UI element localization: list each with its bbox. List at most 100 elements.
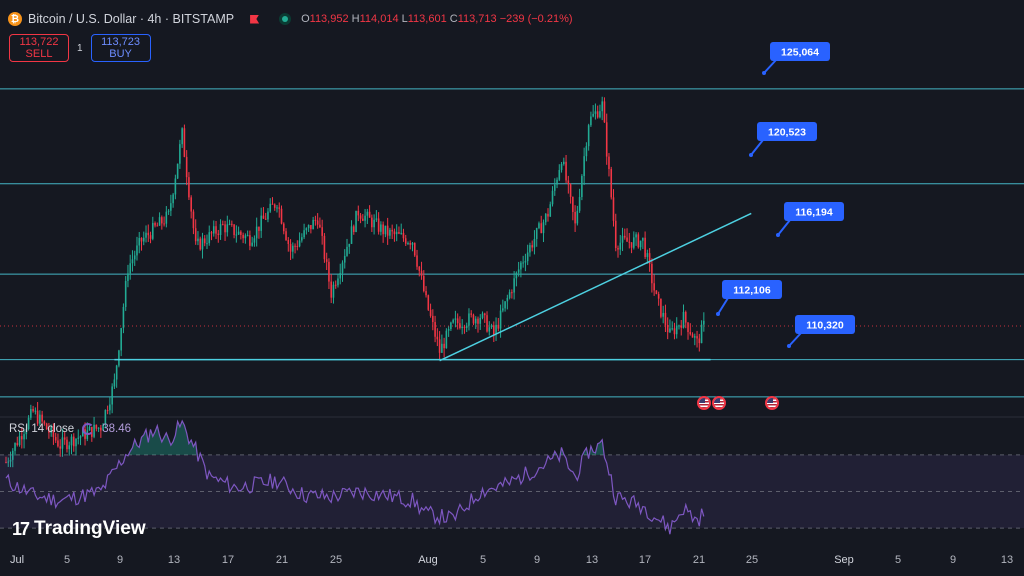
candle-body — [118, 350, 120, 366]
us-flag-icon[interactable] — [712, 396, 726, 410]
buy-button[interactable]: 113,723 BUY — [90, 34, 151, 62]
us-flag-icon[interactable] — [697, 396, 711, 410]
candle-body — [203, 238, 206, 244]
candle-body — [194, 228, 197, 242]
candle-body — [687, 322, 689, 333]
candle-body — [520, 262, 522, 270]
time-axis-tick: Aug — [418, 554, 438, 566]
candle-body — [585, 146, 588, 157]
candle-body — [289, 243, 292, 252]
candle-body — [610, 169, 613, 198]
candle-body — [282, 223, 285, 232]
candle-body — [581, 175, 583, 198]
candle-body — [375, 218, 378, 220]
candle-body — [490, 325, 493, 328]
candle-body — [352, 226, 355, 233]
candle-body — [398, 232, 400, 234]
candle-body — [540, 223, 543, 234]
candle-body — [294, 245, 296, 247]
candle-body — [373, 219, 375, 228]
candle-body — [163, 223, 165, 225]
candle-body — [443, 343, 445, 349]
flag-icon[interactable] — [250, 14, 260, 24]
candle-body — [576, 210, 579, 224]
candle-body — [79, 436, 82, 438]
candle-body — [280, 208, 283, 224]
candle-body — [497, 324, 500, 329]
candle-body — [508, 292, 511, 298]
candle-body — [553, 184, 556, 191]
candle-body — [538, 223, 540, 229]
candle-body — [310, 225, 312, 230]
candle-body — [48, 429, 50, 433]
candle-body — [556, 179, 558, 185]
candle-body — [133, 255, 136, 260]
sell-button[interactable]: 113,722 SELL — [9, 34, 69, 62]
candle-body — [127, 273, 129, 281]
candle-body — [535, 228, 538, 239]
time-axis-tick: 25 — [745, 554, 759, 566]
candle-body — [70, 436, 73, 446]
candle-body — [493, 325, 495, 335]
candle-body — [578, 197, 581, 211]
candle-body — [346, 246, 348, 256]
candle-body — [244, 235, 247, 239]
candle-body — [441, 343, 443, 353]
rsi-legend: RSI 14 close 38.46 — [9, 423, 131, 435]
rsi-label[interactable]: RSI 14 close — [9, 423, 75, 435]
candle-body — [517, 269, 520, 273]
us-flag-icon[interactable] — [765, 396, 779, 410]
candle-body — [312, 219, 314, 230]
candle-body — [276, 207, 278, 209]
candle-body — [617, 247, 619, 250]
candle-body — [25, 428, 28, 435]
candle-body — [59, 446, 61, 449]
time-axis-tick: 21 — [692, 554, 706, 566]
candle-body — [660, 298, 662, 317]
level-anchor-dot — [776, 233, 780, 237]
level-label-tail — [763, 59, 777, 74]
candle-body — [249, 235, 251, 246]
candle-body — [623, 235, 626, 238]
symbol-title[interactable]: Bitcoin / U.S. Dollar · 4h · BITSTAMP — [28, 12, 235, 26]
candle-body — [57, 440, 59, 447]
candle-body — [41, 414, 43, 422]
candle-body — [154, 223, 156, 226]
candle-body — [319, 224, 321, 228]
candle-body — [323, 235, 326, 260]
candle-body — [522, 262, 524, 264]
candle-body — [662, 312, 664, 317]
level-label-box — [722, 280, 782, 299]
candle-body — [669, 328, 671, 333]
candle-body — [651, 263, 653, 284]
candle-body — [470, 313, 473, 315]
candle-body — [278, 207, 281, 209]
candle-body — [264, 218, 267, 220]
candle-body — [237, 231, 240, 235]
candle-body — [418, 266, 421, 271]
candle-body — [212, 226, 215, 234]
candle-body — [9, 459, 12, 462]
candle-body — [226, 224, 229, 233]
candle-body — [7, 461, 10, 463]
candle-body — [506, 297, 509, 302]
candle-body — [637, 234, 640, 248]
candle-body — [181, 128, 183, 145]
candle-body — [382, 224, 384, 235]
rsi-value: 38.46 — [102, 423, 131, 435]
candle-body — [240, 231, 242, 235]
candle-body — [678, 325, 680, 327]
candle-body — [165, 211, 168, 224]
candle-body — [459, 323, 461, 329]
ohlc-readout: O113,952 H114,014 L113,601 C113,713 −239… — [301, 13, 573, 25]
time-axis[interactable]: Jul 5 9 13 17 21 25 Aug 5 9 13 17 21 25 Sep 5 9 13 — [0, 554, 1024, 570]
candle-body — [260, 215, 262, 231]
candle-body — [14, 443, 16, 451]
tradingview-wordmark: TradingView — [34, 518, 146, 539]
candle-body — [115, 365, 118, 380]
candle-body — [246, 235, 249, 237]
candle-body — [188, 177, 190, 198]
candle-body — [569, 184, 572, 197]
candle-body — [495, 324, 497, 335]
